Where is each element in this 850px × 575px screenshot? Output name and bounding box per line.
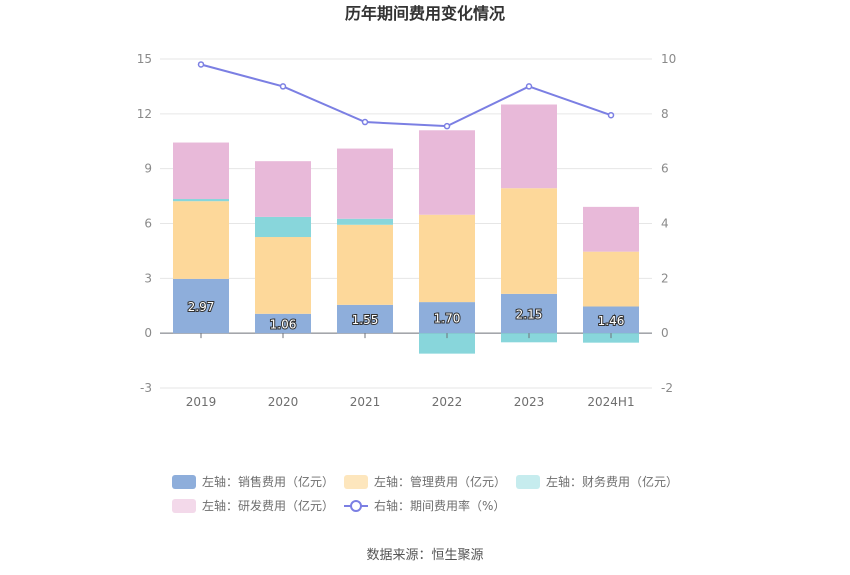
expense-ratio-point[interactable]	[361, 118, 369, 126]
admin-expense-bar[interactable]	[501, 188, 557, 294]
expense-ratio-point[interactable]	[443, 122, 451, 130]
finance-expense-bar[interactable]	[419, 333, 475, 354]
grid-layer	[160, 58, 652, 389]
x-axis-category-label: 2022	[432, 395, 463, 409]
admin-expense-bar[interactable]	[583, 251, 639, 307]
expense-ratio-point[interactable]	[197, 61, 205, 68]
sales-expense-bar[interactable]	[583, 306, 639, 334]
legend-line-marker	[350, 500, 362, 512]
sales-expense-data-label: 1.06	[270, 317, 297, 331]
legend-item[interactable]: 左轴：财务费用（亿元）	[516, 474, 678, 489]
legend: 左轴：销售费用（亿元） 左轴：管理费用（亿元） 左轴：财务费用（亿元） 左轴：研发费用…	[172, 474, 678, 513]
axis-layer: -3 0 3 6 9 12 15 -2 0 2 4 6 8 10 2019 2020 2021 2022 2023 2…	[137, 52, 677, 409]
right-axis-tick-label: 8	[661, 107, 669, 121]
sales-expense-data-label: 1.70	[434, 312, 461, 326]
sales-expense-bar[interactable]	[419, 302, 475, 334]
rd-expense-bar[interactable]	[419, 130, 475, 215]
expense-ratio-point[interactable]	[279, 83, 287, 90]
admin-expense-bar[interactable]	[255, 237, 311, 314]
right-axis-tick-label: -2	[661, 381, 673, 395]
legend-item[interactable]: 左轴：研发费用（亿元）	[172, 498, 334, 513]
chart-title: 历年期间费用变化情况	[345, 4, 505, 23]
sales-expense-bar[interactable]	[337, 304, 393, 334]
legend-swatch	[172, 475, 196, 489]
left-axis-tick-label: 9	[144, 162, 152, 176]
right-axis-tick-label: 10	[661, 52, 676, 66]
legend-label: 左轴：管理费用（亿元）	[374, 474, 506, 489]
rd-expense-bar[interactable]	[173, 142, 229, 200]
labels-layer: 2.97 1.06 1.55 1.70 2.15 1.46	[187, 299, 626, 332]
legend-swatch	[344, 475, 368, 489]
expense-ratio-point[interactable]	[525, 83, 533, 90]
bars-layer	[173, 104, 639, 354]
left-axis-tick-label: 3	[144, 271, 152, 285]
rd-expense-bar[interactable]	[583, 206, 639, 252]
sales-expense-bar[interactable]	[255, 313, 311, 334]
expense-ratio-line[interactable]	[200, 63, 612, 128]
legend-item[interactable]: 右轴：期间费用率（%）	[344, 498, 505, 513]
x-axis-category-label: 2019	[186, 395, 217, 409]
rd-expense-bar[interactable]	[255, 161, 311, 217]
admin-expense-bar[interactable]	[337, 224, 393, 305]
finance-expense-bar[interactable]	[173, 199, 229, 202]
x-axis-category-label: 2020	[268, 395, 299, 409]
sales-expense-data-label: 1.55	[352, 313, 379, 327]
expense-ratio-point[interactable]	[607, 111, 615, 119]
left-axis-tick-label: 0	[144, 326, 152, 340]
right-axis-tick-label: 4	[661, 217, 669, 231]
left-axis-tick-label: 6	[144, 217, 152, 231]
left-axis-tick-label: -3	[140, 381, 152, 395]
legend-label: 右轴：期间费用率（%）	[374, 498, 505, 513]
legend-swatch	[172, 499, 196, 513]
finance-expense-bar[interactable]	[255, 216, 311, 238]
sales-expense-data-label: 2.97	[188, 300, 215, 314]
x-axis-category-label: 2024H1	[587, 395, 634, 409]
legend-label: 左轴：研发费用（亿元）	[202, 498, 334, 513]
right-axis-tick-label: 0	[661, 326, 669, 340]
legend-label: 左轴：销售费用（亿元）	[202, 474, 334, 489]
source-note: 数据来源：恒生聚源	[366, 548, 483, 563]
right-axis-tick-label: 2	[661, 271, 669, 285]
line-layer	[197, 61, 615, 130]
sales-expense-bar[interactable]	[501, 293, 557, 334]
right-axis-tick-label: 6	[661, 162, 669, 176]
x-axis-category-label: 2023	[514, 395, 545, 409]
legend-swatch	[516, 475, 540, 489]
legend-item[interactable]: 左轴：管理费用（亿元）	[344, 474, 506, 489]
admin-expense-bar[interactable]	[419, 214, 475, 303]
left-axis-tick-label: 12	[137, 107, 152, 121]
x-axis-category-label: 2021	[350, 395, 381, 409]
finance-expense-bar[interactable]	[337, 218, 393, 225]
legend-label: 左轴：财务费用（亿元）	[546, 474, 678, 489]
sales-expense-data-label: 2.15	[516, 308, 543, 322]
sales-expense-bar[interactable]	[173, 278, 229, 334]
sales-expense-data-label: 1.46	[598, 314, 625, 328]
left-axis-tick-label: 15	[137, 52, 152, 66]
rd-expense-bar[interactable]	[501, 104, 557, 189]
rd-expense-bar[interactable]	[337, 148, 393, 219]
legend-item[interactable]: 左轴：销售费用（亿元）	[172, 474, 334, 489]
admin-expense-bar[interactable]	[173, 201, 229, 279]
